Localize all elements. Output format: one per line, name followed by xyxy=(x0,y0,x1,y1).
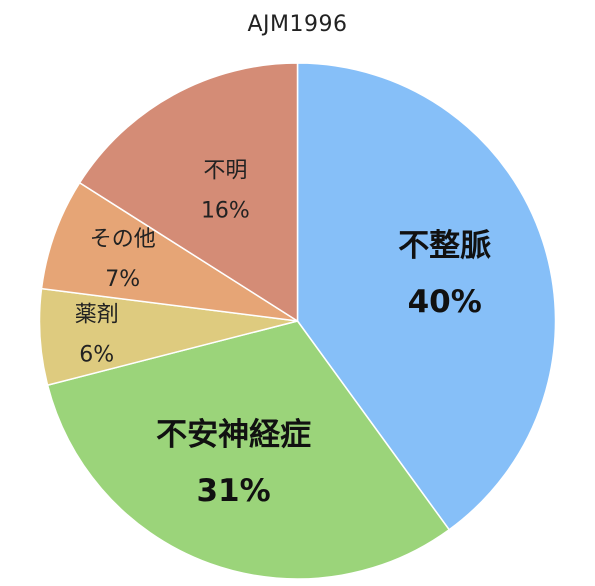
pie-slice xyxy=(46,320,451,580)
pie-slice xyxy=(40,181,298,322)
pie-slice xyxy=(296,62,557,531)
slice-value-label: 7% xyxy=(105,267,140,292)
slice-label: 不安神経症 xyxy=(156,417,311,453)
pie-slice xyxy=(78,62,299,323)
slice-value-label: 16% xyxy=(201,199,250,224)
slice-label: その他 xyxy=(90,227,156,252)
slice-label: 不整脈 xyxy=(398,228,491,264)
slice-value-label: 6% xyxy=(79,342,114,367)
slice-value-label: 31% xyxy=(196,473,270,509)
slice-value-label: 40% xyxy=(408,284,482,320)
pie-slices xyxy=(38,62,557,580)
chart-title: AJM1996 xyxy=(247,12,348,37)
slice-label: 薬剤 xyxy=(75,302,119,327)
slice-label: 不明 xyxy=(203,159,247,184)
pie-labels: 不整脈 40% 不安神経症 31% 薬剤 6% その他 7% 不明 16% xyxy=(75,159,492,509)
